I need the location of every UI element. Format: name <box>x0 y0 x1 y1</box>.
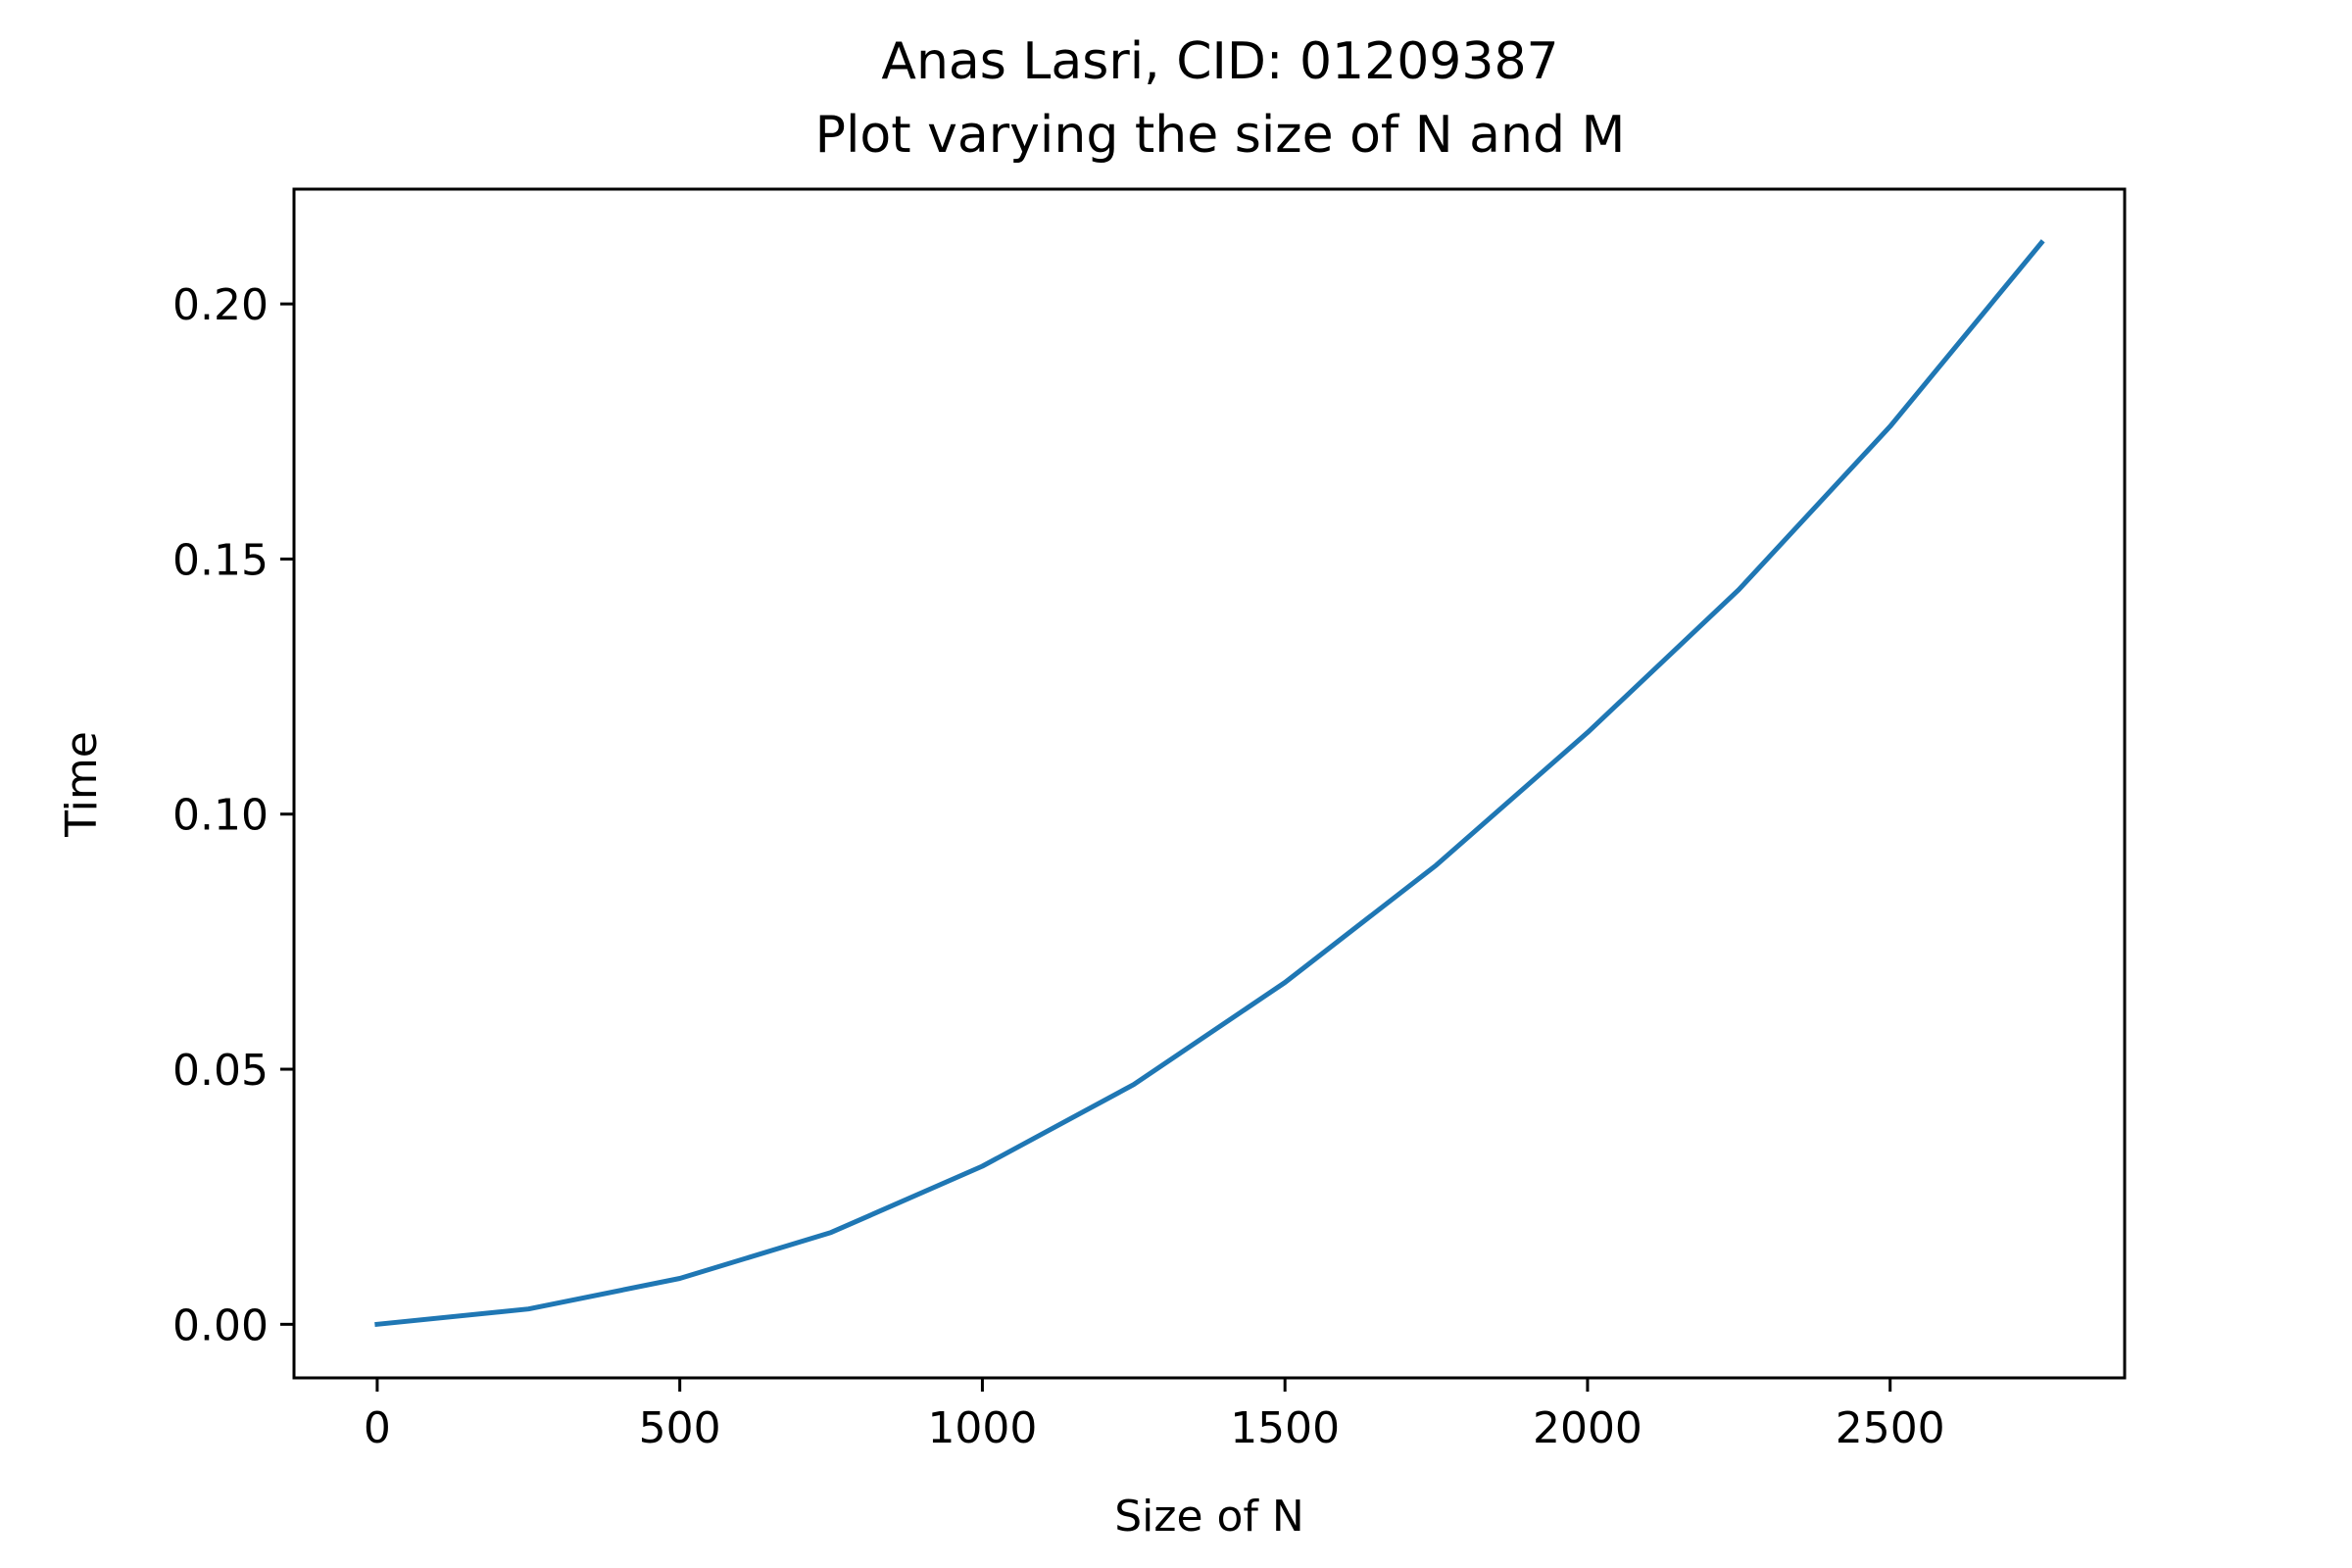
x-tick-label: 2500 <box>1836 1403 1945 1453</box>
x-axis-ticks: 0 500 1000 1500 2000 2500 <box>364 1378 1945 1453</box>
series-layer <box>374 239 2045 1328</box>
y-tick-label: 0.20 <box>172 280 269 330</box>
x-axis-label: Size of N <box>1114 1492 1304 1542</box>
y-axis-label: Time <box>57 731 107 838</box>
y-tick-label: 0.15 <box>172 535 269 585</box>
x-tick-label: 2000 <box>1533 1403 1642 1453</box>
chart-title: Anas Lasri, CID: 01209387 <box>881 32 1558 91</box>
y-tick-label: 0.10 <box>172 791 269 841</box>
plot-area-frame <box>292 187 2127 1380</box>
x-tick-label: 0 <box>364 1403 391 1453</box>
y-tick-label: 0.00 <box>172 1300 269 1350</box>
y-axis-ticks: 0.00 0.05 0.10 0.15 0.20 <box>172 280 294 1350</box>
y-tick-label: 0.05 <box>172 1046 269 1096</box>
chart-subtitle: Plot varying the size of N and M <box>815 106 1626 165</box>
series-line <box>374 239 2045 1328</box>
x-tick-label: 1000 <box>927 1403 1037 1453</box>
x-tick-label: 1500 <box>1230 1403 1340 1453</box>
x-tick-label: 500 <box>639 1403 721 1453</box>
